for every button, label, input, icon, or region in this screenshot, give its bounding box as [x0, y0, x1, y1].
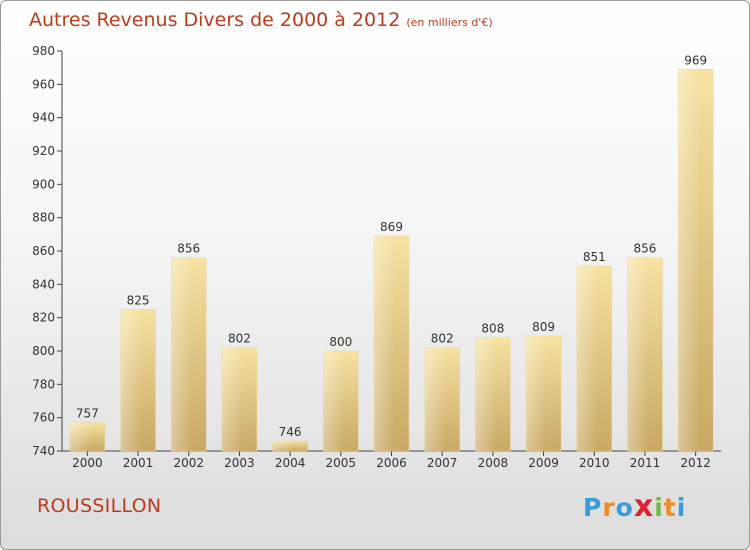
- data-label: 746: [279, 425, 302, 439]
- y-tick-label: 820: [32, 311, 55, 325]
- bar-highlight: [221, 347, 257, 451]
- bars: [69, 69, 714, 452]
- x-tick-label: 2007: [427, 456, 458, 470]
- data-label: 856: [177, 242, 200, 256]
- data-label: 856: [634, 242, 657, 256]
- bar-highlight: [475, 337, 511, 451]
- logo-letter: o: [615, 493, 634, 522]
- y-tick-label: 760: [32, 411, 55, 425]
- bar-highlight: [272, 441, 308, 451]
- y-tick-label: 940: [32, 111, 55, 125]
- x-tick-label: 2011: [630, 456, 661, 470]
- y-tick-label: 960: [32, 77, 55, 91]
- bar-highlight: [120, 309, 156, 451]
- data-label: 802: [228, 332, 251, 346]
- y-tick-label: 900: [32, 177, 55, 191]
- data-label: 851: [583, 250, 606, 264]
- x-tick-label: 2000: [72, 456, 103, 470]
- logo-letter: x: [633, 489, 655, 524]
- x-tick-label: 2003: [224, 456, 255, 470]
- x-tick-label: 2006: [376, 456, 407, 470]
- data-labels: 757 825 856 802 746 800 869 802 808 809 851 856 969: [76, 53, 707, 439]
- chart-title-text: Autres Revenus Divers de 2000 à 2012: [29, 9, 401, 31]
- commune-name: ROUSSILLON: [37, 495, 162, 517]
- logo-letter: P: [583, 493, 603, 522]
- y-tick-label: 800: [32, 344, 55, 358]
- x-tick-label: 2002: [173, 456, 204, 470]
- chart-unit: (en milliers d'€): [406, 16, 493, 29]
- y-tick-label: 860: [32, 244, 55, 258]
- y-tick-label: 980: [32, 44, 55, 58]
- logo-letter: t: [663, 493, 677, 522]
- bar-highlight: [69, 422, 105, 451]
- y-tick-label: 780: [32, 377, 55, 391]
- x-tick-label: 2008: [478, 456, 509, 470]
- data-label: 800: [329, 335, 352, 349]
- chart-title: Autres Revenus Divers de 2000 à 2012 (en …: [29, 9, 493, 31]
- x-tick-label: 2005: [326, 456, 357, 470]
- proxiti-logo: Proxiti: [583, 489, 686, 524]
- y-tick-label: 880: [32, 211, 55, 225]
- y-tick-label: 840: [32, 277, 55, 291]
- bar-highlight: [678, 69, 714, 451]
- data-label: 809: [532, 320, 555, 334]
- y-tick-label: 920: [32, 144, 55, 158]
- data-label: 802: [431, 332, 454, 346]
- data-label: 825: [127, 293, 150, 307]
- data-label: 969: [684, 53, 707, 67]
- bar-highlight: [576, 266, 612, 451]
- bar-highlight: [526, 336, 562, 451]
- x-tick-label: 2009: [528, 456, 559, 470]
- x-tick-label: 2010: [579, 456, 610, 470]
- bar-highlight: [424, 347, 460, 451]
- data-label: 869: [380, 220, 403, 234]
- bar-highlight: [627, 257, 663, 451]
- bar-highlight: [171, 257, 207, 451]
- bar-highlight: [323, 351, 359, 451]
- x-tick-label: 2012: [680, 456, 711, 470]
- data-label: 757: [76, 407, 99, 421]
- bar-highlight: [374, 236, 409, 451]
- x-tick-label: 2004: [275, 456, 306, 470]
- logo-letter: i: [676, 493, 687, 522]
- logo-letter: i: [654, 493, 664, 522]
- y-tick-label: 740: [32, 444, 55, 458]
- x-tick-label: 2001: [123, 456, 154, 470]
- data-label: 808: [481, 322, 504, 336]
- logo-letter: r: [602, 493, 616, 522]
